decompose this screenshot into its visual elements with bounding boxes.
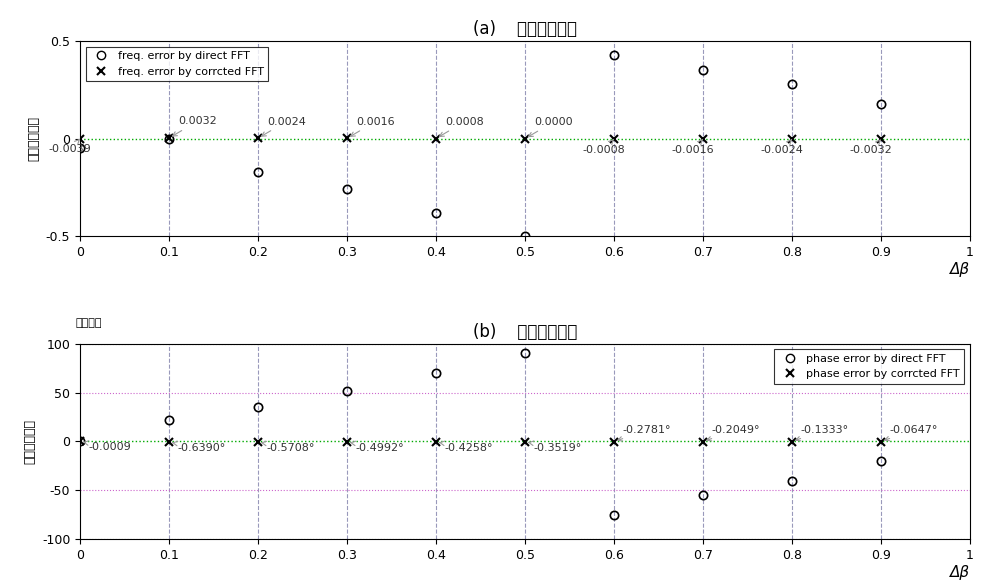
Title: (a)    频率估计误差: (a) 频率估计误差: [473, 20, 577, 38]
Text: 0.0032: 0.0032: [172, 117, 217, 136]
Text: -0.4992°: -0.4992°: [350, 441, 405, 453]
Text: -0.0647°: -0.0647°: [885, 425, 938, 441]
Text: Δβ: Δβ: [950, 262, 970, 277]
Text: Δβ: Δβ: [950, 564, 970, 580]
Y-axis label: 频率估计误差: 频率估计误差: [27, 116, 40, 161]
Text: （度数）: （度数）: [76, 318, 102, 328]
Text: -0.0008: -0.0008: [583, 139, 626, 155]
Legend: phase error by direct FFT, phase error by corrcted FFT: phase error by direct FFT, phase error b…: [774, 349, 964, 384]
Y-axis label: 相位估计误差: 相位估计误差: [23, 419, 36, 464]
Text: 0.0024: 0.0024: [261, 117, 306, 136]
Text: 0.0016: 0.0016: [350, 117, 395, 137]
Text: 0.0000: 0.0000: [528, 117, 573, 137]
Legend: freq. error by direct FFT, freq. error by corrcted FFT: freq. error by direct FFT, freq. error b…: [86, 46, 268, 81]
Title: (b)    相位估计误差: (b) 相位估计误差: [473, 323, 577, 341]
Text: -0.2781°: -0.2781°: [618, 425, 671, 441]
Text: -0.2049°: -0.2049°: [707, 425, 760, 441]
Text: -0.5708°: -0.5708°: [261, 441, 315, 453]
Text: 0.0008: 0.0008: [439, 117, 484, 137]
Text: -0.6390°: -0.6390°: [172, 441, 226, 453]
Text: -0.0016: -0.0016: [672, 139, 714, 155]
Text: -0.0024: -0.0024: [761, 140, 804, 155]
Text: -0.1333°: -0.1333°: [796, 425, 849, 441]
Text: -0.0039: -0.0039: [49, 139, 92, 154]
Text: -0.3519°: -0.3519°: [528, 441, 582, 452]
Text: -0.0009: -0.0009: [83, 441, 132, 452]
Text: -0.4258°: -0.4258°: [439, 441, 493, 452]
Text: -0.0032: -0.0032: [850, 140, 893, 155]
